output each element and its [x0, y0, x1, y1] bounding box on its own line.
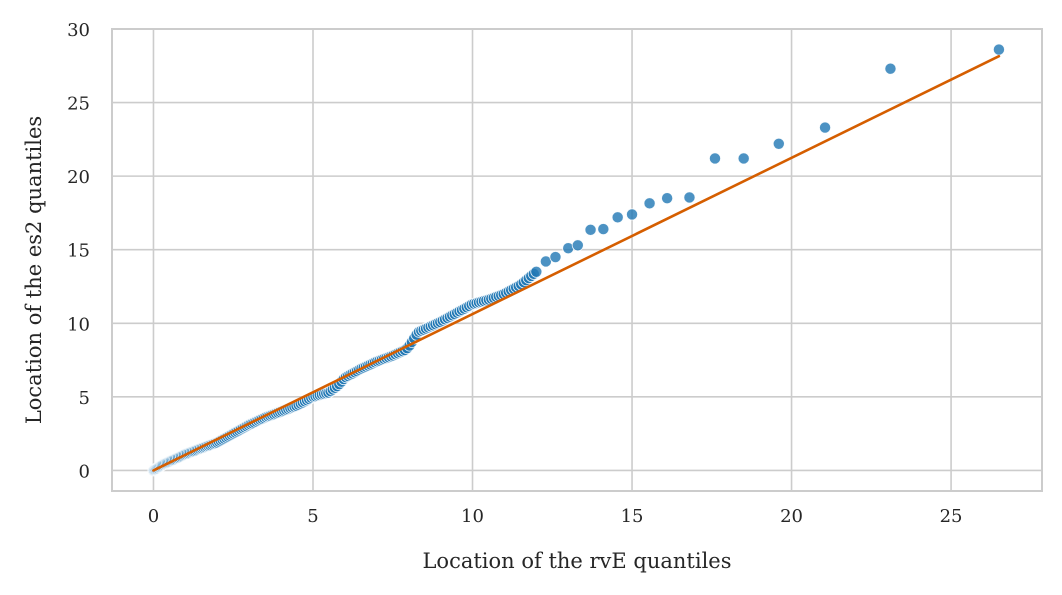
- data-point: [597, 223, 610, 236]
- data-point: [884, 62, 897, 75]
- y-axis-ticks: 0 5 10 15 20 25 30: [67, 20, 90, 482]
- x-tick-label: 25: [940, 506, 963, 527]
- data-point: [737, 152, 750, 165]
- data-point: [661, 192, 674, 205]
- axes-frame: [111, 28, 1043, 492]
- x-axis-ticks: 0 5 10 15 20 25: [148, 506, 963, 527]
- x-tick-label: 15: [621, 506, 644, 527]
- reference-line-layer: [152, 54, 1001, 472]
- data-point: [708, 152, 721, 165]
- y-tick-label: 20: [67, 167, 90, 188]
- data-point: [819, 121, 832, 134]
- data-point: [992, 43, 1005, 56]
- data-point: [643, 197, 656, 210]
- data-point: [683, 191, 696, 204]
- y-axis-label: Location of the es2 quantiles: [22, 116, 46, 424]
- y-tick-label: 10: [67, 314, 90, 335]
- data-point: [571, 239, 584, 252]
- data-point: [611, 211, 624, 224]
- y-tick-label: 15: [67, 241, 90, 262]
- x-tick-label: 5: [307, 506, 318, 527]
- data-point: [530, 265, 543, 278]
- reference-line: [152, 54, 1001, 472]
- data-point: [549, 251, 562, 264]
- y-tick-label: 5: [79, 388, 90, 409]
- data-point: [772, 137, 785, 150]
- data-point: [626, 208, 639, 221]
- x-tick-label: 0: [148, 506, 159, 527]
- y-tick-label: 0: [79, 461, 90, 482]
- y-tick-label: 30: [67, 20, 90, 41]
- x-tick-label: 10: [461, 506, 484, 527]
- y-tick-label: 25: [67, 94, 90, 115]
- data-point: [584, 223, 597, 236]
- x-tick-label: 20: [780, 506, 803, 527]
- x-axis-label: Location of the rvE quantiles: [422, 549, 731, 573]
